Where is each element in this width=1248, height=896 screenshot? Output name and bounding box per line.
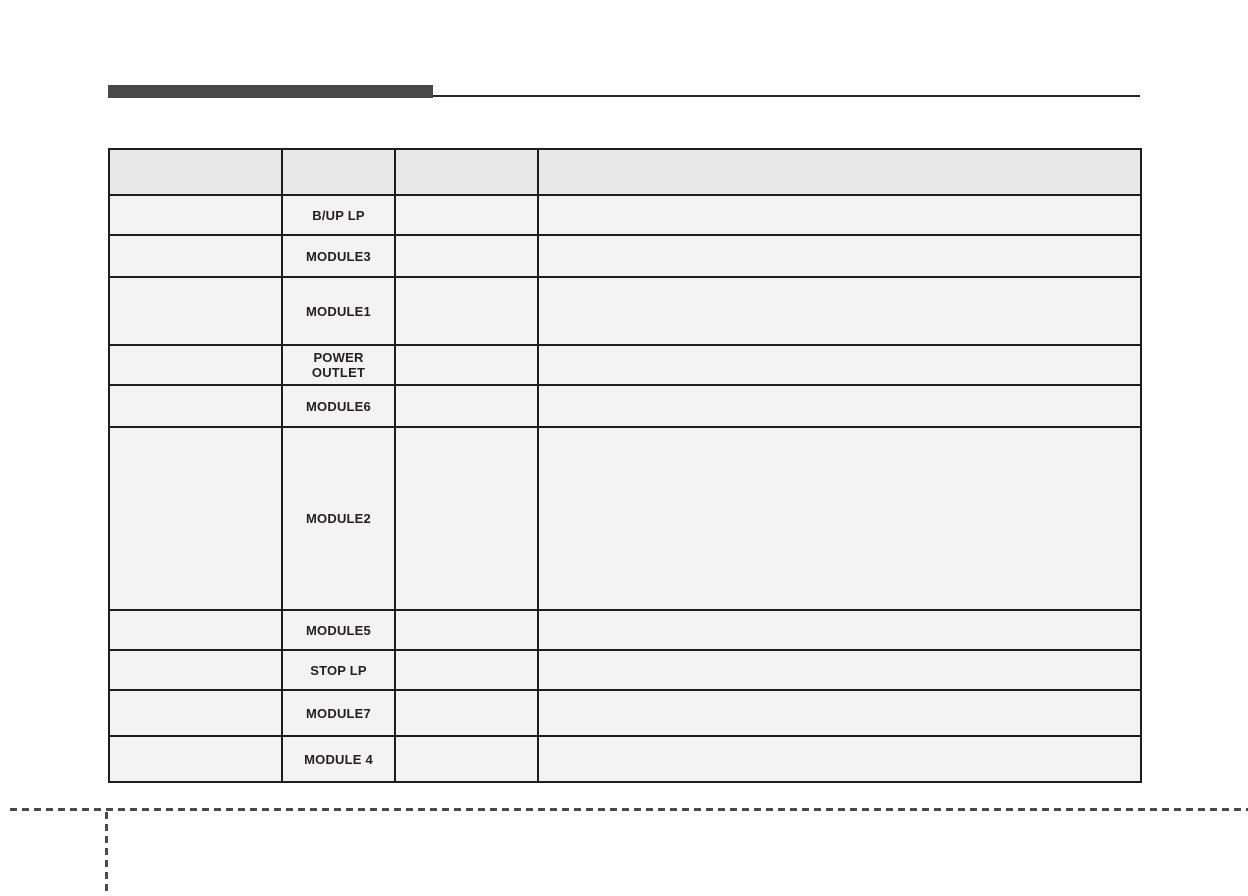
table-row: MODULE3 <box>108 234 1142 278</box>
fuse-description-table: B/UP LP MODULE3 MODULE1 POWER OUTLET MODULE6… <box>108 148 1142 783</box>
description-cell <box>537 735 1142 783</box>
description-cell <box>537 234 1142 278</box>
fuse-name-cell: B/UP LP <box>281 194 396 236</box>
description-cell <box>537 276 1142 346</box>
description-cell <box>537 426 1142 611</box>
rating-cell <box>394 384 539 428</box>
rating-cell <box>394 344 539 386</box>
header-cell <box>537 148 1142 196</box>
table-row: MODULE7 <box>108 689 1142 737</box>
rating-cell <box>394 735 539 783</box>
header-cell <box>394 148 539 196</box>
header-cell <box>281 148 396 196</box>
fuse-name-cell: MODULE3 <box>281 234 396 278</box>
table-row: MODULE6 <box>108 384 1142 428</box>
table-row: POWER OUTLET <box>108 344 1142 386</box>
location-cell <box>108 609 283 651</box>
section-heading-rule <box>433 95 1140 97</box>
table-row: MODULE1 <box>108 276 1142 346</box>
fuse-name-cell: MODULE2 <box>281 426 396 611</box>
table-row: STOP LP <box>108 649 1142 691</box>
rating-cell <box>394 426 539 611</box>
fuse-name-cell: MODULE6 <box>281 384 396 428</box>
description-cell <box>537 194 1142 236</box>
table-header-row <box>108 148 1142 196</box>
description-cell <box>537 344 1142 386</box>
table-row: B/UP LP <box>108 194 1142 236</box>
section-heading-bar <box>108 85 433 98</box>
location-cell <box>108 426 283 611</box>
fuse-name-cell: MODULE1 <box>281 276 396 346</box>
table-row: MODULE 4 <box>108 735 1142 783</box>
fuse-name-cell: MODULE5 <box>281 609 396 651</box>
rating-cell <box>394 234 539 278</box>
location-cell <box>108 649 283 691</box>
location-cell <box>108 344 283 386</box>
description-cell <box>537 384 1142 428</box>
rating-cell <box>394 276 539 346</box>
fuse-name-cell: MODULE 4 <box>281 735 396 783</box>
location-cell <box>108 384 283 428</box>
table-row: MODULE5 <box>108 609 1142 651</box>
table-row: MODULE2 <box>108 426 1142 611</box>
description-cell <box>537 649 1142 691</box>
cut-mark-vertical-dashed-line <box>105 812 108 891</box>
header-cell <box>108 148 283 196</box>
rating-cell <box>394 609 539 651</box>
rating-cell <box>394 194 539 236</box>
rating-cell <box>394 649 539 691</box>
location-cell <box>108 276 283 346</box>
location-cell <box>108 689 283 737</box>
location-cell <box>108 234 283 278</box>
cut-mark-horizontal-dashed-line <box>10 808 1248 811</box>
location-cell <box>108 194 283 236</box>
table-body: B/UP LP MODULE3 MODULE1 POWER OUTLET MODULE6… <box>108 194 1142 783</box>
location-cell <box>108 735 283 783</box>
fuse-name-cell: MODULE7 <box>281 689 396 737</box>
fuse-name-cell: STOP LP <box>281 649 396 691</box>
rating-cell <box>394 689 539 737</box>
description-cell <box>537 609 1142 651</box>
fuse-name-cell: POWER OUTLET <box>281 344 396 386</box>
description-cell <box>537 689 1142 737</box>
